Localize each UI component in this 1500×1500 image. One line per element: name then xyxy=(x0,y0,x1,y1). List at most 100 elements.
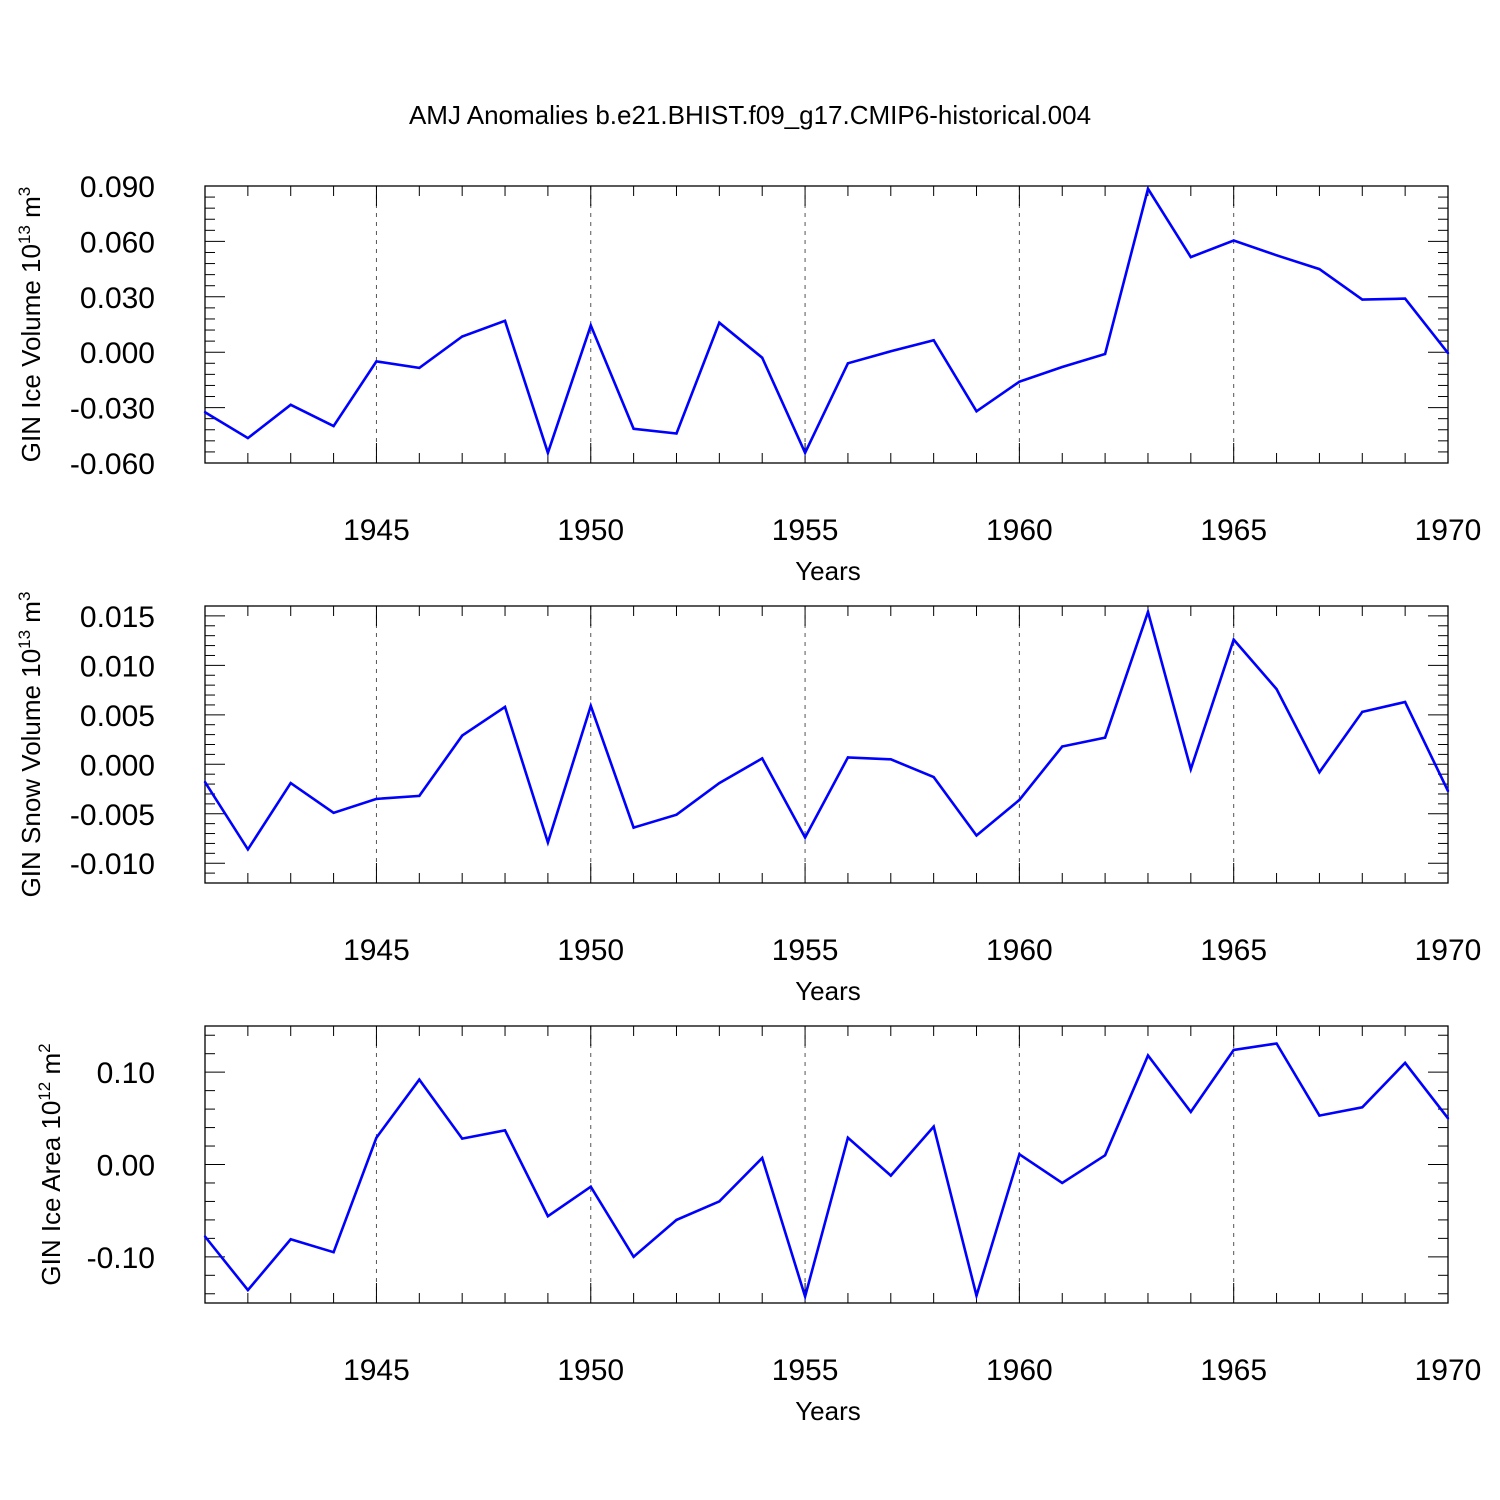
ice-volume-ytick-label: -0.060 xyxy=(70,448,155,481)
ice-volume-ytick-label: -0.030 xyxy=(70,393,155,426)
snow-volume-data-point xyxy=(289,781,292,785)
ice-area-data-point xyxy=(761,1156,764,1160)
snow-volume-xtick-label: 1950 xyxy=(557,934,624,967)
snow-volume-data-point xyxy=(803,836,807,839)
ice-volume-ytick-label: 0.000 xyxy=(80,337,155,370)
snow-volume-xtick-label: 1970 xyxy=(1415,934,1482,967)
ice-area-xtick-label: 1950 xyxy=(557,1354,624,1387)
ice-area-xtick-label: 1965 xyxy=(1200,1354,1267,1387)
ice-volume-data-point xyxy=(375,360,378,363)
ice-volume-data-point xyxy=(546,451,550,455)
ice-area-data-point xyxy=(846,1136,850,1139)
ice-volume-data-point xyxy=(460,335,464,338)
ice-volume-data-point xyxy=(1275,254,1278,257)
ice-area-data-point xyxy=(589,1185,592,1188)
ice-volume-data-point xyxy=(846,362,850,365)
ice-volume-data-point xyxy=(203,411,207,414)
snow-volume-ytick-label: 0.000 xyxy=(80,749,155,782)
snow-volume-data-point xyxy=(203,780,207,784)
ice-volume-ytick-label: 0.030 xyxy=(80,282,155,315)
ice-area-data-point xyxy=(1189,1110,1193,1114)
snow-volume-data-point xyxy=(675,813,678,816)
snow-volume-data-point xyxy=(375,797,378,801)
ice-volume-data-point xyxy=(889,350,892,353)
snow-volume-data-point xyxy=(1275,687,1278,691)
ice-volume-data-point xyxy=(761,356,764,359)
ice-volume-xtick-label: 1970 xyxy=(1415,514,1482,547)
ice-area-data-point xyxy=(1018,1153,1021,1156)
snow-volume-ylabel: GIN Snow Volume 1013 m3 xyxy=(15,592,46,898)
ice-area-data-point xyxy=(1318,1114,1321,1117)
snow-volume-data-point xyxy=(332,811,335,814)
snow-volume-data-point xyxy=(1232,638,1235,641)
ice-volume-data-point xyxy=(718,321,721,324)
snow-volume-series-line xyxy=(203,607,1450,852)
panel-ice-area: -0.10 0.00 0.10 1945 1950 1955 1960 1965 1970 Yea… xyxy=(35,1025,1482,1426)
ice-volume-data-point xyxy=(1446,351,1450,355)
ice-volume-ylabel: GIN Ice Volume 1013 m3 xyxy=(15,187,46,463)
ice-area-xlabel: Years xyxy=(795,1396,861,1426)
snow-volume-data-point xyxy=(632,826,635,829)
ice-volume-xtick-label: 1960 xyxy=(986,514,1053,547)
ice-volume-data-point xyxy=(1403,297,1407,300)
ice-volume-data-point xyxy=(632,427,635,431)
ice-area-data-point xyxy=(632,1255,635,1259)
snow-volume-data-point xyxy=(1189,768,1193,771)
ice-area-xtick-label: 1955 xyxy=(772,1354,839,1387)
snow-volume-data-point xyxy=(246,848,250,851)
snow-volume-data-point xyxy=(503,705,507,709)
ice-area-data-point xyxy=(1275,1042,1278,1045)
ice-volume-data-point xyxy=(503,319,507,323)
snow-volume-data-point xyxy=(1403,700,1407,704)
snow-volume-data-point xyxy=(1103,736,1107,739)
ice-volume-xtick-label: 1945 xyxy=(343,514,410,547)
snow-volume-data-point xyxy=(846,756,850,759)
ice-volume-data-point xyxy=(418,366,421,370)
snow-volume-ytick-label: -0.010 xyxy=(70,848,155,881)
ice-volume-data-point xyxy=(1361,298,1364,301)
ice-area-data-point xyxy=(803,1295,807,1298)
ice-volume-data-point xyxy=(589,324,592,327)
ice-area-data-point xyxy=(1232,1048,1235,1052)
ice-volume-xlabel: Years xyxy=(795,556,861,586)
ice-area-data-point xyxy=(932,1125,935,1128)
snow-volume-data-point xyxy=(975,834,978,837)
snow-volume-data-point xyxy=(1446,789,1450,793)
ice-area-data-point xyxy=(975,1294,978,1297)
ice-volume-data-point xyxy=(1189,255,1193,259)
ice-area-data-point xyxy=(460,1137,464,1140)
snow-volume-data-point xyxy=(932,775,935,779)
ice-area-data-point xyxy=(503,1129,507,1132)
snow-volume-data-point xyxy=(589,704,592,708)
ice-volume-ytick-label: 0.060 xyxy=(80,226,155,259)
ice-area-data-point xyxy=(718,1200,721,1203)
snow-volume-ytick-label: -0.005 xyxy=(70,799,155,832)
ice-area-data-point xyxy=(675,1218,678,1222)
snow-volume-frame xyxy=(204,605,1449,884)
ice-area-ylabel: GIN Ice Area 1012 m2 xyxy=(35,1043,66,1285)
ice-volume-ytick-label: 0.090 xyxy=(80,171,155,204)
ice-volume-data-point xyxy=(246,436,250,440)
ice-volume-xtick-label: 1955 xyxy=(772,514,839,547)
ice-area-data-point xyxy=(246,1288,250,1292)
ice-area-ytick-label: 0.10 xyxy=(97,1057,155,1090)
ice-volume-data-point xyxy=(975,410,978,413)
panel-ice-volume: -0.060 -0.030 0.000 0.030 0.060 0.090 1945 1950… xyxy=(15,171,1481,586)
ice-area-data-point xyxy=(332,1251,335,1254)
snow-volume-data-point xyxy=(418,794,421,798)
ice-volume-data-point xyxy=(1232,239,1235,242)
ice-area-series-line xyxy=(203,1042,1450,1302)
ice-area-ytick-label: -0.10 xyxy=(87,1242,155,1275)
ice-area-xtick-label: 1970 xyxy=(1415,1354,1482,1387)
ice-volume-data-point xyxy=(932,338,935,342)
ice-area-data-point xyxy=(1446,1117,1450,1120)
ice-volume-series-line xyxy=(204,185,1450,457)
ice-volume-data-point xyxy=(332,424,335,428)
ice-area-frame xyxy=(204,1025,1449,1304)
ice-volume-data-point xyxy=(1018,380,1021,383)
ice-area-data-point xyxy=(418,1078,421,1081)
ice-area-data-point xyxy=(375,1136,378,1139)
ice-area-data-point xyxy=(546,1215,550,1218)
snow-volume-data-point xyxy=(889,758,892,761)
